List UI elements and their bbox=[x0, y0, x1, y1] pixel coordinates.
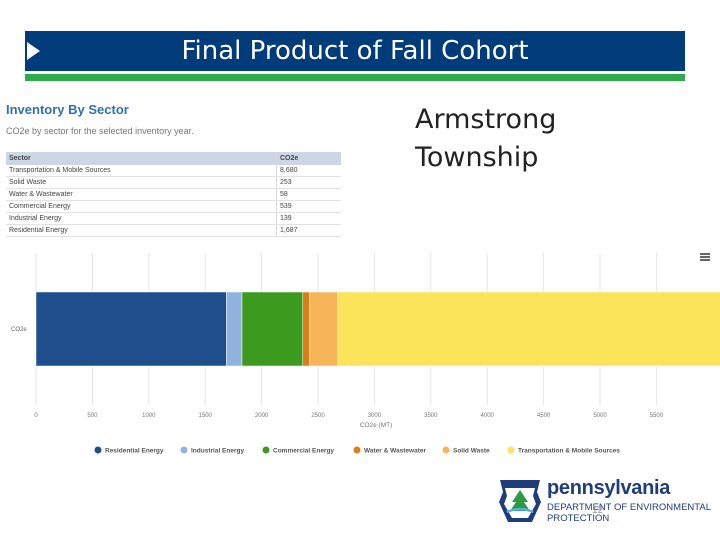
table-row: Water & Wastewater 58 bbox=[6, 188, 341, 201]
legend-label: Industrial Energy bbox=[191, 448, 244, 455]
x-tick-label: 2000 bbox=[255, 413, 269, 419]
legend-label: Transportation & Mobile Sources bbox=[518, 448, 620, 455]
column-header: CO2e bbox=[276, 152, 341, 165]
legend-label: Water & Wastewater bbox=[364, 448, 426, 455]
bar-segment bbox=[302, 291, 310, 367]
slide-title: Final Product of Fall Cohort bbox=[181, 36, 529, 66]
y-category-label: CO2e bbox=[11, 327, 27, 333]
bar-segment bbox=[337, 291, 720, 367]
bar-segment bbox=[35, 291, 227, 367]
inventory-title: Inventory By Sector bbox=[6, 102, 129, 117]
sector-cell: Residential Energy bbox=[6, 224, 277, 237]
value-cell: 58 bbox=[276, 188, 341, 201]
legend-label: Residential Energy bbox=[105, 448, 164, 455]
value-cell: 1,687 bbox=[276, 224, 341, 237]
sector-cell: Industrial Energy bbox=[6, 212, 277, 225]
x-tick-label: 0 bbox=[34, 413, 38, 419]
x-tick-label: 5000 bbox=[593, 413, 607, 419]
logo-department-line: DEPARTMENT OF ENVIRONMENTAL bbox=[547, 502, 711, 513]
x-tick-label: 4500 bbox=[537, 413, 551, 419]
township-line: Township bbox=[415, 142, 539, 173]
table-row: Residential Energy 1,687 bbox=[6, 224, 341, 237]
value-cell: 139 bbox=[276, 212, 341, 225]
legend-marker bbox=[353, 446, 361, 454]
x-tick-label: 5500 bbox=[650, 413, 664, 419]
x-tick-label: 2500 bbox=[311, 413, 325, 419]
column-header: Sector bbox=[6, 152, 277, 165]
sector-cell: Solid Waste bbox=[6, 176, 277, 189]
x-tick-label: 3500 bbox=[424, 413, 438, 419]
logo-department: DEPARTMENT OF ENVIRONMENTAL PROTECTION bbox=[547, 502, 717, 524]
title-banner bbox=[25, 31, 685, 71]
x-tick-label: 1500 bbox=[199, 413, 213, 419]
table-row: Commercial Energy 539 bbox=[6, 200, 341, 213]
table-row: Solid Waste 253 bbox=[6, 176, 341, 189]
value-cell: 539 bbox=[276, 200, 341, 213]
value-cell: 8,680 bbox=[276, 165, 341, 177]
x-tick-label: 500 bbox=[87, 413, 98, 419]
table-row: Transportation & Mobile Sources 8,680 bbox=[6, 165, 341, 177]
legend-label: Commercial Energy bbox=[273, 448, 334, 455]
value-cell: 253 bbox=[276, 176, 341, 189]
logo-department-line: PROTECTION bbox=[547, 513, 610, 524]
legend-label: Solid Waste bbox=[453, 448, 490, 455]
pa-keystone-logo-icon bbox=[499, 480, 541, 522]
legend-marker bbox=[262, 446, 270, 454]
inventory-subtitle: CO2e by sector for the selected inventor… bbox=[6, 126, 194, 136]
township-name: Armstrong Township bbox=[415, 101, 556, 177]
sector-cell: Transportation & Mobile Sources bbox=[6, 165, 277, 177]
logo-wordmark: pennsylvania bbox=[547, 477, 671, 499]
chart-menu-icon[interactable] bbox=[700, 253, 710, 262]
legend-marker bbox=[180, 446, 188, 454]
x-tick-label: 1000 bbox=[142, 413, 156, 419]
x-tick-label: 4000 bbox=[481, 413, 495, 419]
table-row: Industrial Energy 139 bbox=[6, 212, 341, 225]
sector-cell: Water & Wastewater bbox=[6, 188, 277, 201]
sector-table: Sector CO2e Transportation & Mobile Sour… bbox=[6, 152, 341, 237]
page-number: 12 bbox=[592, 505, 604, 516]
sector-cell: Commercial Energy bbox=[6, 200, 277, 213]
legend-marker bbox=[507, 446, 515, 454]
stacked-bar-chart: 0 500 1000 1500 2000 2500 3000 3500 4000 4500 5000… bbox=[11, 253, 720, 455]
x-axis-label: CO2e (MT) bbox=[360, 422, 393, 429]
bar-segment bbox=[226, 291, 243, 367]
accent-bar bbox=[25, 74, 685, 81]
bar-segment bbox=[309, 291, 339, 367]
township-line: Armstrong bbox=[415, 104, 557, 135]
x-tick-label: 3000 bbox=[368, 413, 382, 419]
legend-marker bbox=[94, 446, 102, 454]
arrow-icon bbox=[27, 42, 40, 60]
legend-marker bbox=[442, 446, 450, 454]
bar-segment bbox=[241, 291, 304, 367]
table-header-row: Sector CO2e bbox=[6, 152, 341, 165]
